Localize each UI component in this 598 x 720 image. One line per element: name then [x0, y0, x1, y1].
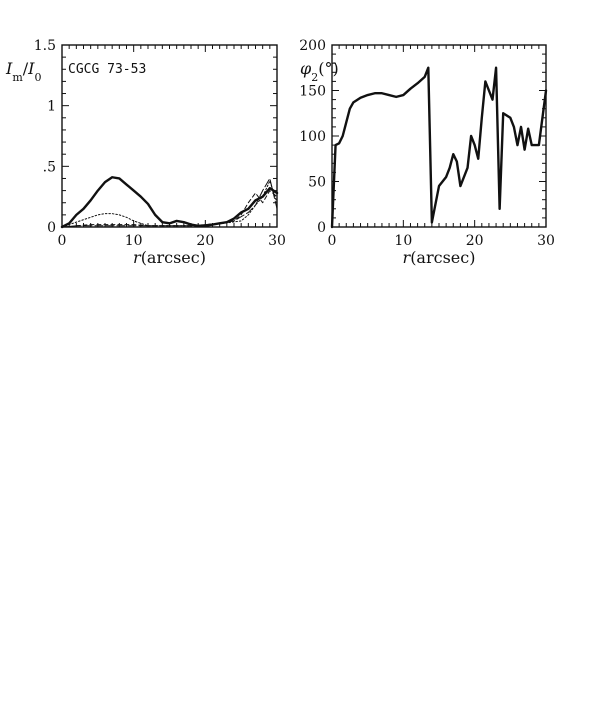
x-tick-label: 10 — [125, 233, 143, 249]
right-axis-ticks — [331, 44, 547, 228]
left-series — [60, 176, 279, 229]
series-line-solid-thick — [60, 176, 279, 229]
right-plot-frame — [331, 44, 547, 228]
series-line-solid-thick — [330, 66, 548, 229]
right-series — [330, 66, 548, 229]
left-y-axis-label: Im/I0 — [5, 59, 41, 84]
right-x-axis-label: r(arcsec) — [403, 248, 476, 267]
right-tick-labels: 0 10 20 30 0 50 100 150 200 — [299, 38, 555, 249]
left-panel: 0 10 20 30 0 .5 1 1.5 CGCG 73-53 Im/I0 r(arcsec… — [5, 38, 286, 267]
y-tick-label: .5 — [43, 159, 56, 175]
y-tick-label: 50 — [308, 175, 326, 191]
panel-label: CGCG 73-53 — [68, 62, 146, 77]
y-tick-label: 0 — [317, 220, 326, 236]
x-tick-label: 30 — [268, 233, 286, 249]
x-tick-label: 0 — [328, 233, 337, 249]
series-line-long-dash — [61, 177, 278, 228]
y-tick-label: 1.5 — [34, 38, 56, 54]
y-tick-label: 200 — [299, 38, 326, 54]
x-tick-label: 30 — [537, 233, 555, 249]
left-x-axis-label: r(arcsec) — [133, 248, 206, 267]
series-line-dotted — [61, 180, 278, 228]
y-tick-label: 0 — [47, 220, 56, 236]
left-tick-labels: 0 10 20 30 0 .5 1 1.5 — [34, 38, 286, 249]
right-panel: 0 10 20 30 0 50 100 150 200 φ2(°) r(arcsec) — [299, 38, 555, 267]
figure: 0 10 20 30 0 .5 1 1.5 CGCG 73-53 Im/I0 r(arcsec… — [5, 38, 555, 267]
x-tick-label: 10 — [394, 233, 412, 249]
x-tick-label: 20 — [196, 233, 214, 249]
y-tick-label: 100 — [299, 129, 326, 145]
right-y-axis-label: φ2(°) — [300, 59, 339, 84]
x-tick-label: 0 — [58, 233, 67, 249]
y-tick-label: 1 — [47, 99, 56, 115]
y-tick-label: 150 — [299, 84, 326, 100]
x-tick-label: 20 — [466, 233, 484, 249]
